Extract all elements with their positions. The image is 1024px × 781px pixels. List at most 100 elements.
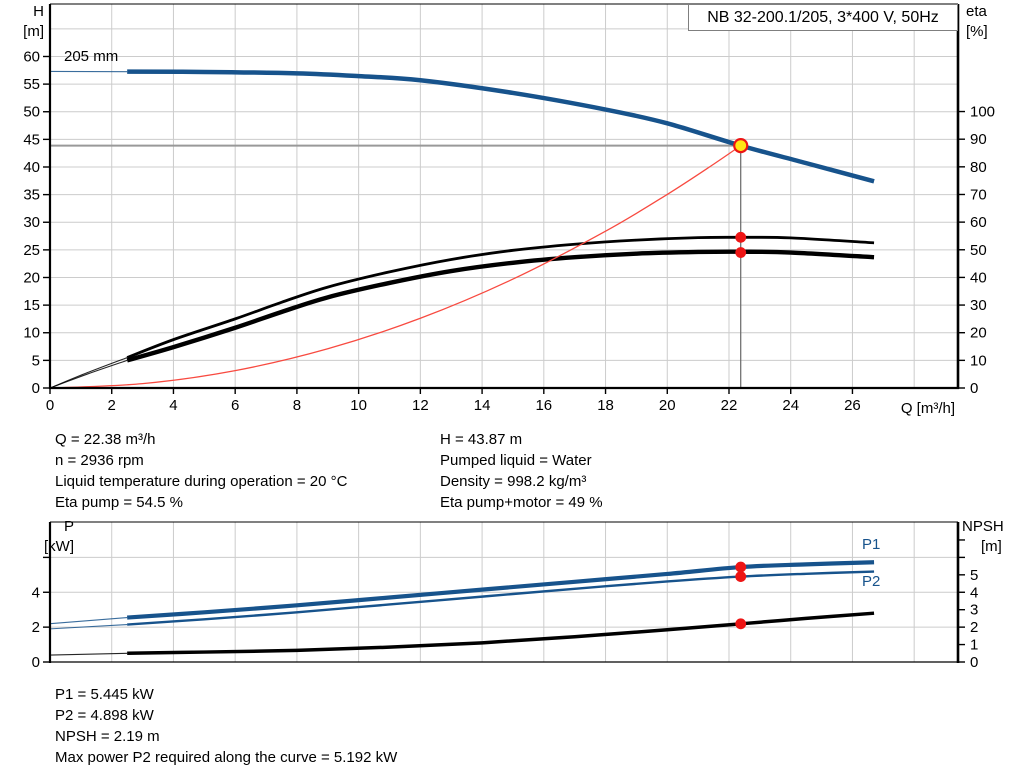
y-right-tick-label: 60 (970, 214, 987, 231)
info-head: H = 43.87 m (440, 431, 523, 448)
tick-labels: 0510152025303540455055600102030405060708… (23, 48, 995, 414)
gridlines (50, 4, 958, 388)
y-left-tick-label: 5 (32, 352, 40, 369)
x-tick-label: 20 (659, 397, 676, 414)
y-right-tick-label: 0 (970, 380, 978, 397)
info-eta-pump: Eta pump = 54.5 % (55, 494, 183, 511)
info-pumped-liquid: Pumped liquid = Water (440, 452, 592, 469)
curve-P2-thin (49, 623, 128, 630)
x-tick-label: 16 (535, 397, 552, 414)
y-left-tick-label: 55 (23, 76, 40, 93)
y-left-tick-label: 30 (23, 214, 40, 231)
power-data-block: P1 = 5.445 kW P2 = 4.898 kW NPSH = 2.19 … (55, 684, 397, 768)
axes-frame (48, 3, 960, 390)
y-right-tick-label: 3 (970, 602, 978, 619)
curve-NPSH-thin (49, 652, 128, 656)
y-left-tick-label: 4 (32, 584, 40, 601)
info-p1: P1 = 5.445 kW (55, 686, 154, 703)
ticks (43, 55, 965, 394)
y-right-tick-label: 0 (970, 654, 978, 671)
info-speed: n = 2936 rpm (55, 452, 144, 469)
y-left-tick-label: 60 (23, 48, 40, 65)
info-p2: P2 = 4.898 kW (55, 707, 154, 724)
y-left-tick-label: 35 (23, 187, 40, 204)
x-tick-label: 22 (721, 397, 738, 414)
x-tick-label: 6 (231, 397, 239, 414)
ticks (43, 539, 965, 663)
eta-axis-label: eta (966, 3, 987, 20)
curve-eta-pump-motor-thin (49, 359, 128, 389)
y-right-tick-label: 50 (970, 242, 987, 259)
x-tick-label: 4 (169, 397, 177, 414)
x-tick-label: 10 (350, 397, 367, 414)
p-axis-label: P (63, 518, 74, 535)
gridlines (50, 522, 958, 662)
y-right-tick-label: 5 (970, 567, 978, 584)
y-left-tick-label: 10 (23, 325, 40, 342)
info-q: Q = 22.38 m³/h (55, 431, 156, 448)
x-tick-label: 0 (46, 397, 54, 414)
p2-curve-label: P2 (862, 573, 881, 590)
info-eta-pump-motor: Eta pump+motor = 49 % (440, 494, 603, 511)
pump-title-box: NB 32-200.1/205, 3*400 V, 50Hz (688, 4, 958, 31)
x-tick-label: 14 (474, 397, 491, 414)
y-right-tick-label: 4 (970, 584, 978, 601)
operating-data-right: H = 43.87 m Pumped liquid = Water Densit… (440, 429, 603, 513)
y-right-tick-label: 80 (970, 159, 987, 176)
y-left-tick-label: 45 (23, 131, 40, 148)
npsh-axis-label: NPSH (962, 518, 1004, 535)
npsh-axis-unit-label: [m] (981, 538, 1002, 555)
y-left-tick-label: 15 (23, 297, 40, 314)
y-left-tick-label: 40 (23, 159, 40, 176)
x-tick-label: 12 (412, 397, 429, 414)
h-axis-unit-label: [m] (23, 23, 44, 40)
y-left-tick-label: 2 (32, 619, 40, 636)
q-axis-label: Q [m³/h] (900, 400, 955, 417)
info-density: Density = 998.2 kg/m³ (440, 473, 587, 490)
x-tick-label: 2 (108, 397, 116, 414)
y-left-tick-label: 0 (32, 380, 40, 397)
operating-point-marker (735, 571, 747, 583)
p1-curve-label: P1 (862, 536, 881, 553)
curve-NPSH (127, 611, 875, 656)
curve-eta-pump (126, 235, 875, 359)
operating-point-marker (735, 618, 747, 630)
curve-system-curve (49, 145, 742, 389)
operating-point-marker (735, 231, 747, 243)
y-right-tick-label: 40 (970, 269, 987, 286)
y-right-tick-label: 30 (970, 297, 987, 314)
curve-head-curve-205mm (127, 69, 875, 184)
y-left-tick-label: 25 (23, 242, 40, 259)
y-right-tick-label: 1 (970, 637, 978, 654)
x-tick-label: 24 (782, 397, 799, 414)
x-tick-label: 8 (293, 397, 301, 414)
y-right-tick-label: 100 (970, 104, 995, 121)
y-right-tick-label: 20 (970, 325, 987, 342)
h-axis-label: H (33, 3, 44, 20)
x-tick-label: 26 (844, 397, 861, 414)
curve-eta-pump-motor (126, 249, 875, 363)
y-left-tick-label: 20 (23, 269, 40, 286)
y-right-tick-label: 70 (970, 186, 987, 203)
y-right-tick-label: 10 (970, 352, 987, 369)
info-npsh: NPSH = 2.19 m (55, 728, 160, 745)
y-left-tick-label: 0 (32, 654, 40, 671)
duty-point-marker (733, 138, 749, 154)
y-left-tick-label: 50 (23, 104, 40, 121)
y-right-tick-label: 90 (970, 131, 987, 148)
info-liquid-temp: Liquid temperature during operation = 20… (55, 473, 348, 490)
info-max-power: Max power P2 required along the curve = … (55, 749, 398, 766)
x-tick-label: 18 (597, 397, 614, 414)
curve-P1 (127, 560, 875, 620)
impeller-diameter-label: 205 mm (64, 48, 119, 65)
y-right-tick-label: 2 (970, 619, 978, 636)
operating-point-marker (735, 247, 747, 258)
operating-data-left: Q = 22.38 m³/h n = 2936 rpm Liquid tempe… (55, 429, 347, 513)
curve-P1-thin (49, 616, 128, 625)
p-axis-unit-label: [kW] (44, 538, 74, 555)
eta-axis-unit-label: [%] (966, 23, 988, 40)
